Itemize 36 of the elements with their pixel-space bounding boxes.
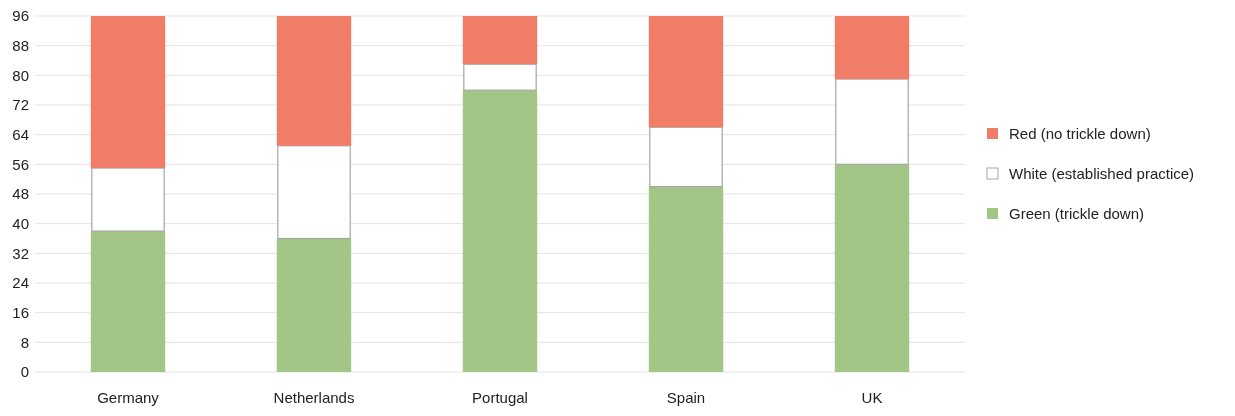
y-tick-label: 96 <box>12 7 29 25</box>
y-tick-label: 8 <box>20 333 29 351</box>
y-tick-label: 72 <box>12 96 29 114</box>
bar <box>91 167 165 232</box>
bar <box>648 16 724 128</box>
bar <box>90 231 166 372</box>
bar <box>277 145 351 240</box>
y-tick-label: 0 <box>20 363 29 381</box>
y-tick-label: 56 <box>12 155 29 173</box>
x-tick-label: Portugal <box>472 389 528 406</box>
x-tick-label: Germany <box>97 389 160 406</box>
bar <box>462 90 538 372</box>
legend-label: White (established practice) <box>1009 165 1195 183</box>
y-tick-label: 40 <box>12 214 29 232</box>
bar <box>835 78 909 165</box>
bar <box>276 16 352 146</box>
y-tick-label: 80 <box>12 66 29 84</box>
y-tick-label: 48 <box>12 185 29 203</box>
y-tick-label: 16 <box>12 303 29 321</box>
bar <box>276 238 352 372</box>
x-tick-label: Netherlands <box>273 389 355 406</box>
bar <box>648 186 724 372</box>
bar <box>649 126 723 188</box>
y-tick-label: 88 <box>12 36 29 54</box>
bar <box>90 16 166 169</box>
bar <box>834 164 910 372</box>
y-tick-label: 64 <box>12 125 29 143</box>
y-tick-label: 32 <box>12 244 29 262</box>
bar <box>462 16 538 65</box>
y-tick-label: 24 <box>12 274 29 292</box>
bar <box>463 63 537 91</box>
legend-label: Red (no trickle down) <box>1009 125 1151 143</box>
legend-label: Green (trickle down) <box>1009 205 1145 223</box>
bar <box>834 16 910 80</box>
x-tick-label: UK <box>861 389 883 406</box>
x-tick-label: Spain <box>666 389 706 406</box>
